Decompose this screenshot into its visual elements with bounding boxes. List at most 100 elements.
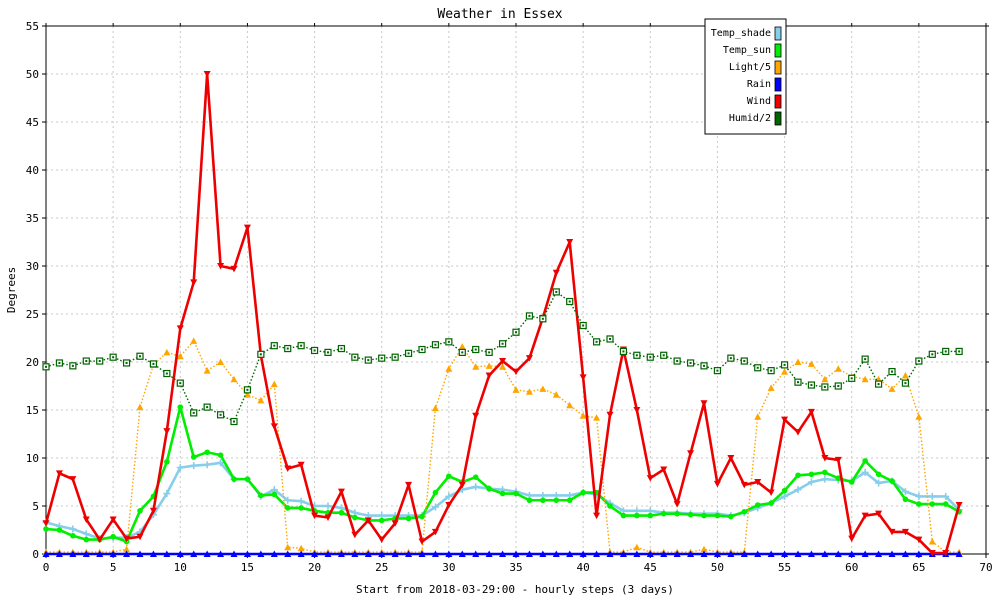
data-point-humid-2-center xyxy=(944,350,947,353)
x-tick-label: 70 xyxy=(979,561,992,574)
data-point-light-5 xyxy=(915,413,923,420)
data-point-wind xyxy=(82,516,90,523)
data-point-temp-sun xyxy=(620,512,627,519)
data-point-temp-sun xyxy=(513,490,519,497)
data-point-humid-2-center xyxy=(125,361,128,364)
data-point-light-5 xyxy=(458,343,466,350)
data-point-light-5 xyxy=(163,348,171,356)
legend-swatch-wind xyxy=(774,94,782,109)
data-point-humid-2-center xyxy=(676,360,679,363)
data-point-light-5 xyxy=(781,368,789,375)
y-tick-label: 30 xyxy=(26,260,39,273)
data-point-wind xyxy=(552,269,560,277)
data-point-wind xyxy=(848,535,856,543)
data-point-wind xyxy=(284,465,292,473)
data-point-rain xyxy=(754,550,762,557)
data-point-light-5 xyxy=(136,403,144,411)
data-point-temp-sun xyxy=(298,505,304,511)
data-point-temp-sun xyxy=(271,491,278,498)
data-point-rain xyxy=(807,550,815,557)
data-point-rain xyxy=(834,550,842,557)
data-point-humid-2-center xyxy=(917,360,920,363)
x-tick-label: 65 xyxy=(912,561,925,574)
data-point-light-5 xyxy=(123,545,131,553)
data-point-temp-shade xyxy=(794,486,802,494)
data-point-rain xyxy=(351,550,359,557)
data-point-temp-sun xyxy=(83,536,90,543)
data-point-light-5 xyxy=(807,360,815,367)
data-point-humid-2-center xyxy=(729,357,732,360)
data-point-rain xyxy=(378,550,386,557)
data-point-wind xyxy=(740,481,748,489)
data-point-humid-2-center xyxy=(622,350,625,353)
data-point-rain xyxy=(901,550,909,557)
legend-label-temp-shade: Temp_shade xyxy=(711,28,771,39)
data-point-humid-2-center xyxy=(770,369,773,372)
data-point-light-5 xyxy=(512,386,520,393)
data-point-rain xyxy=(391,550,399,557)
data-point-rain xyxy=(821,550,829,557)
x-tick-label: 25 xyxy=(375,561,388,574)
data-point-humid-2-center xyxy=(837,385,840,387)
data-point-wind xyxy=(579,374,587,381)
data-point-wind xyxy=(311,512,319,520)
data-point-temp-sun xyxy=(822,469,828,476)
data-point-humid-2-center xyxy=(756,366,759,369)
data-point-temp-shade xyxy=(821,475,829,483)
legend-label-humid-2: Humid/2 xyxy=(729,113,771,124)
data-point-temp-sun xyxy=(472,474,479,481)
x-tick-label: 15 xyxy=(241,561,254,574)
data-point-wind xyxy=(942,550,950,557)
data-point-humid-2-center xyxy=(515,331,517,334)
data-point-wind xyxy=(176,325,184,332)
data-point-temp-sun xyxy=(217,452,224,458)
data-point-temp-sun xyxy=(164,459,170,465)
data-point-temp-sun xyxy=(486,485,492,492)
data-point-temp-shade xyxy=(69,525,77,533)
data-point-rain xyxy=(485,550,493,557)
data-point-rain xyxy=(646,550,654,557)
data-point-humid-2-center xyxy=(662,354,665,357)
data-point-rain xyxy=(297,550,305,557)
data-point-temp-sun xyxy=(190,454,197,460)
data-point-rain xyxy=(364,550,372,557)
data-point-humid-2-center xyxy=(246,388,249,391)
data-point-temp-sun xyxy=(56,527,63,533)
data-point-rain xyxy=(337,550,345,557)
data-point-rain xyxy=(55,550,63,557)
data-point-wind xyxy=(431,528,439,536)
y-tick-label: 45 xyxy=(26,116,39,129)
x-axis-title: Start from 2018-03-29:00 - hourly steps … xyxy=(356,583,674,596)
data-point-temp-sun xyxy=(177,404,184,410)
data-point-wind xyxy=(512,368,520,376)
data-point-temp-shade xyxy=(861,468,869,476)
data-point-humid-2-center xyxy=(461,351,464,354)
legend-label-light-5: Light/5 xyxy=(729,62,771,73)
data-point-temp-sun xyxy=(352,514,358,521)
data-point-temp-shade xyxy=(781,492,789,500)
legend-label-temp-sun: Temp_sun xyxy=(723,45,771,56)
x-tick-label: 0 xyxy=(43,561,50,574)
data-point-rain xyxy=(230,550,238,557)
data-point-wind xyxy=(418,538,426,546)
data-point-temp-shade xyxy=(875,479,883,487)
y-axis-title: Degrees xyxy=(5,267,18,313)
data-point-temp-sun xyxy=(566,497,573,504)
data-point-humid-2-center xyxy=(394,356,397,359)
data-point-humid-2-center xyxy=(340,347,343,350)
y-tick-label: 50 xyxy=(26,68,39,81)
data-point-wind xyxy=(485,372,493,379)
data-point-light-5 xyxy=(821,375,829,383)
data-point-rain xyxy=(552,550,560,557)
legend-label-wind: Wind xyxy=(747,96,771,107)
data-point-rain xyxy=(566,550,574,557)
data-point-rain xyxy=(727,550,735,557)
data-point-temp-sun xyxy=(43,526,49,532)
data-point-rain xyxy=(311,550,319,557)
grid xyxy=(46,26,986,554)
x-tick-label: 5 xyxy=(110,561,117,574)
data-point-wind xyxy=(163,428,171,435)
data-point-light-5 xyxy=(888,385,896,392)
data-point-wind xyxy=(445,502,453,509)
